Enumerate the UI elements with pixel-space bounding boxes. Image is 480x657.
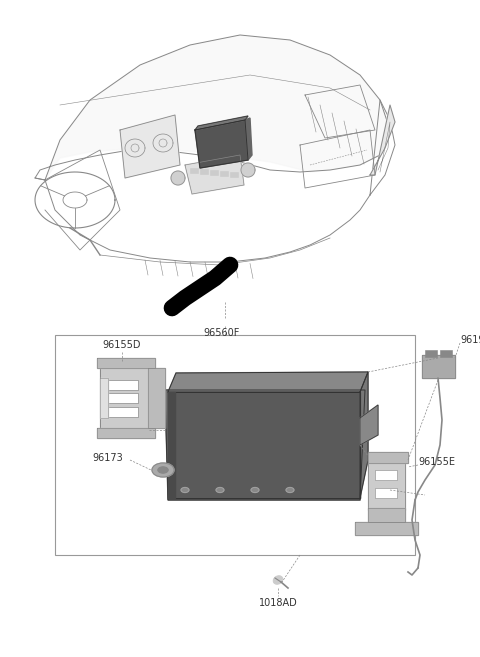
Bar [440, 350, 452, 357]
Polygon shape [100, 378, 108, 418]
Polygon shape [148, 368, 165, 428]
Polygon shape [360, 405, 378, 445]
Text: 96155E: 96155E [418, 457, 455, 467]
Polygon shape [360, 372, 368, 498]
Polygon shape [45, 35, 390, 180]
Polygon shape [245, 118, 252, 160]
Bar [210, 170, 218, 175]
Ellipse shape [251, 487, 259, 493]
Circle shape [241, 163, 255, 177]
Bar [220, 171, 228, 176]
Polygon shape [185, 155, 244, 194]
Text: 96198: 96198 [460, 335, 480, 345]
Bar [108, 380, 138, 390]
Bar [200, 169, 208, 174]
Text: 96173: 96173 [93, 453, 123, 463]
Polygon shape [368, 452, 408, 463]
Text: 96560F: 96560F [204, 328, 240, 338]
Ellipse shape [158, 467, 168, 473]
Polygon shape [168, 392, 360, 498]
Ellipse shape [181, 487, 189, 493]
Polygon shape [355, 522, 418, 535]
Bar [230, 172, 238, 177]
Bar [108, 393, 138, 403]
Polygon shape [168, 392, 175, 498]
Polygon shape [422, 355, 455, 378]
Ellipse shape [286, 487, 294, 493]
Ellipse shape [273, 576, 283, 584]
Bar [55, 335, 415, 555]
Bar [375, 488, 397, 498]
Polygon shape [165, 390, 365, 500]
Polygon shape [97, 428, 155, 438]
Polygon shape [370, 105, 395, 175]
Polygon shape [195, 116, 248, 130]
Text: 1018AD: 1018AD [259, 598, 298, 608]
Polygon shape [168, 372, 368, 392]
Text: 96155D: 96155D [103, 340, 141, 350]
Bar [108, 407, 138, 417]
Polygon shape [97, 358, 155, 368]
Polygon shape [120, 115, 180, 178]
Polygon shape [100, 362, 148, 435]
Bar [375, 470, 397, 480]
Ellipse shape [152, 463, 174, 477]
Bar [425, 350, 437, 357]
Circle shape [171, 171, 185, 185]
Polygon shape [368, 508, 405, 522]
Polygon shape [168, 392, 360, 498]
Polygon shape [368, 460, 405, 510]
Polygon shape [195, 120, 248, 168]
Bar [190, 168, 198, 173]
Ellipse shape [216, 487, 224, 493]
